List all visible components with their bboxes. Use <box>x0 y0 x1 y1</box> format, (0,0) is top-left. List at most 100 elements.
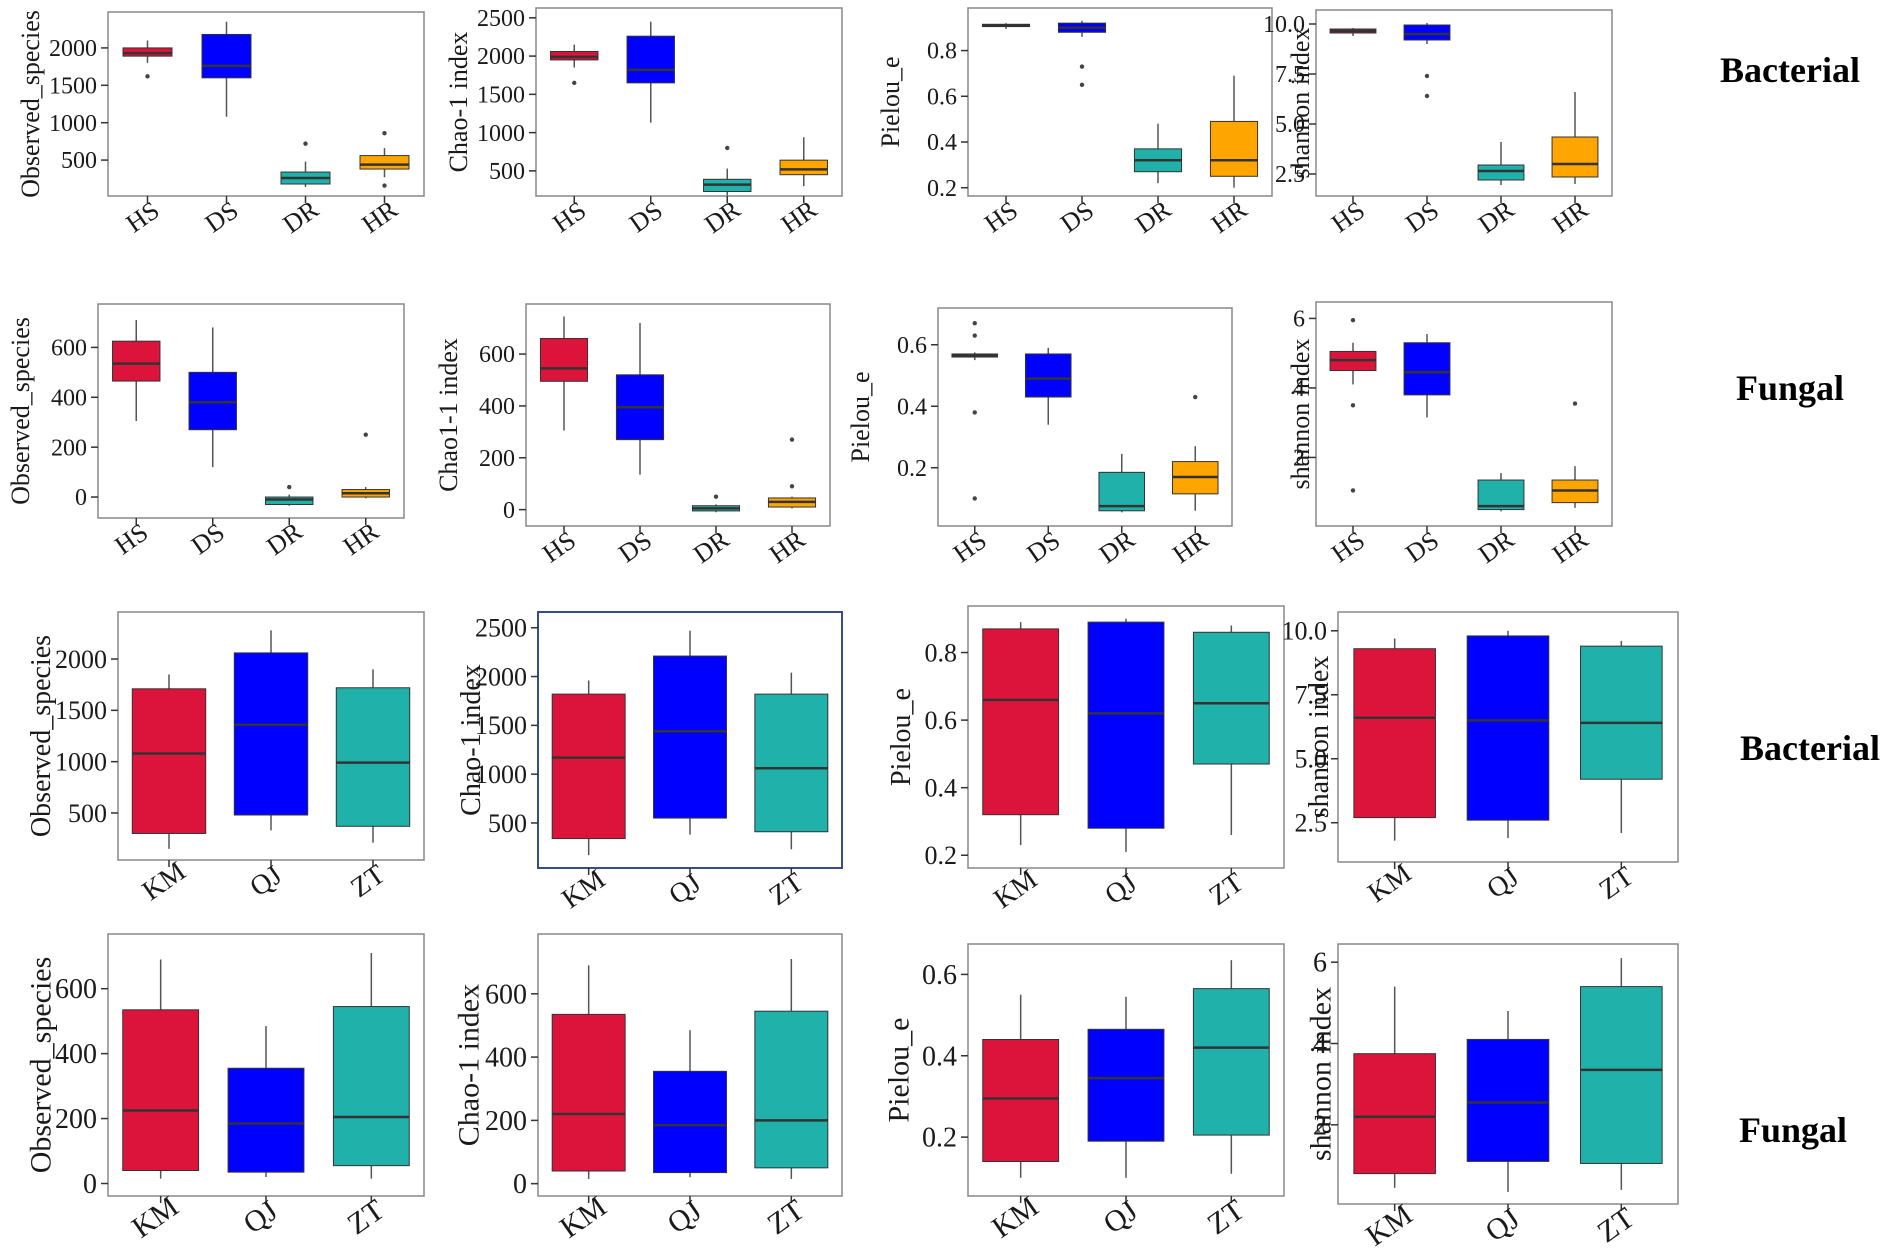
y-axis-label: shannon index <box>1286 28 1315 179</box>
x-category-label: HS <box>109 517 153 560</box>
outlier-point <box>972 410 977 415</box>
y-tick-label: 0.8 <box>927 39 957 65</box>
box-hr <box>1209 75 1259 188</box>
x-category-label: DS <box>1055 195 1099 238</box>
y-tick-label: 7.5 <box>1275 62 1305 88</box>
box-km <box>1353 986 1436 1188</box>
box-body <box>335 687 411 827</box>
y-tick-label: 600 <box>51 336 87 362</box>
box-km <box>1353 638 1436 841</box>
y-tick-label: 10.0 <box>1282 617 1328 646</box>
y-axis-label: Chao1-1 index <box>434 338 463 492</box>
x-category-label: HS <box>121 195 165 238</box>
box-body <box>551 1013 626 1172</box>
outlier-point <box>1079 64 1085 69</box>
box-ds <box>201 21 252 117</box>
box-km <box>982 622 1060 846</box>
box-body <box>131 688 207 834</box>
outlier-point <box>972 496 977 501</box>
x-category-label: HR <box>1547 524 1594 569</box>
panel-2-3: 2.5 5.0 7.5 10.0 shannon index KM QJ ZT <box>1282 611 1679 909</box>
outlier-point <box>713 494 719 499</box>
box-ds <box>1024 347 1072 425</box>
y-tick-label: 0.6 <box>927 84 957 110</box>
outlier-point <box>1424 73 1430 79</box>
y-tick-label: 0 <box>503 498 515 524</box>
x-category-label: DS <box>624 195 668 238</box>
box-body <box>227 1067 305 1173</box>
box-body <box>1209 120 1259 177</box>
x-category-label: QJ <box>244 860 287 903</box>
box-body <box>1477 479 1525 511</box>
outlier-point <box>1079 82 1085 88</box>
outlier-point <box>972 333 977 338</box>
panel-2-1: 500 1000 1500 2000 2500 Chao-1 index KM QJ ZT <box>456 611 843 915</box>
y-tick-label: 0.2 <box>927 176 957 202</box>
x-category-label: DR <box>1094 524 1141 569</box>
x-category-label: HR <box>1167 524 1214 569</box>
box-body <box>1403 342 1451 396</box>
outlier-point <box>789 484 795 489</box>
y-tick-label: 4 <box>1293 376 1305 402</box>
y-tick-label: 1000 <box>475 760 527 789</box>
y-tick-label: 600 <box>479 342 515 368</box>
box-body <box>1192 631 1270 765</box>
box-body <box>982 1038 1060 1163</box>
box-ds <box>615 322 665 475</box>
box-dr <box>265 484 314 506</box>
y-tick-label: 1000 <box>55 747 107 776</box>
x-category-label: QJ <box>1097 1194 1144 1240</box>
y-tick-label: 2 <box>1313 1110 1327 1141</box>
y-axis-label: Pielou_e <box>876 57 905 148</box>
x-category-label: ZT <box>1591 1201 1640 1249</box>
y-tick-label: 5.0 <box>1275 112 1305 138</box>
box-qj <box>1087 618 1165 852</box>
row-label-fungal: Fungal <box>1739 1110 1847 1150</box>
y-tick-label: 0.2 <box>925 841 958 870</box>
y-tick-label: 0 <box>513 1169 527 1200</box>
x-category-label: DS <box>200 195 244 238</box>
y-tick-label: 200 <box>479 446 515 472</box>
box-hr <box>341 432 390 499</box>
box-body <box>359 155 410 170</box>
box-zt <box>754 958 829 1179</box>
box-body <box>539 338 589 382</box>
box-zt <box>1192 960 1270 1174</box>
x-category-label: HR <box>1547 194 1594 239</box>
box-km <box>551 680 626 856</box>
y-axis-label: Observed_species <box>6 317 35 505</box>
y-tick-label: 400 <box>485 1043 527 1074</box>
outlier-point <box>789 437 795 442</box>
y-tick-label: 5.0 <box>1295 745 1328 774</box>
x-category-label: QJ <box>661 1194 708 1240</box>
y-tick-label: 400 <box>51 385 87 411</box>
box-body <box>653 1070 727 1174</box>
x-category-label: DR <box>1473 524 1520 569</box>
box-ds <box>626 21 675 123</box>
box-hs <box>550 44 599 86</box>
box-zt <box>1580 641 1663 833</box>
y-tick-label: 500 <box>489 159 525 185</box>
outlier-point <box>382 130 387 136</box>
box-body <box>626 35 675 84</box>
x-category-label: DR <box>261 516 308 561</box>
y-tick-label: 7.5 <box>1295 681 1328 710</box>
box-hs <box>122 40 173 79</box>
x-category-label: DS <box>1400 525 1444 568</box>
y-axis-label: Pielou_e <box>846 372 875 463</box>
box-body <box>1477 164 1525 181</box>
box-zt <box>1580 958 1663 1190</box>
y-tick-label: 1500 <box>475 711 527 740</box>
box-qj <box>233 630 309 831</box>
panel-1-1: 0 200 400 600 Chao1-1 index HS DS DR HR <box>434 303 831 569</box>
x-category-label: DR <box>278 194 325 239</box>
y-tick-label: 6 <box>1293 307 1305 333</box>
x-category-label: HS <box>537 525 581 568</box>
y-tick-label: 0.6 <box>897 333 927 359</box>
